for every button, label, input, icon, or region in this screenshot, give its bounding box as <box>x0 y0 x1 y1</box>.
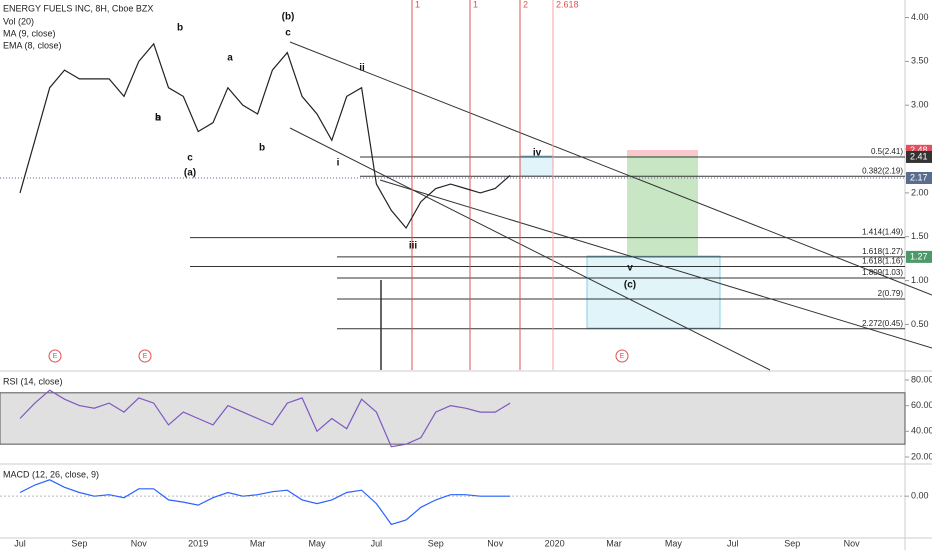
y-tick-label: 0.50 <box>911 319 929 329</box>
trend-line <box>379 179 932 349</box>
y-tick-label: 80.00 <box>911 374 932 384</box>
y-tick-label: 60.00 <box>911 400 932 410</box>
y-tick-label: 1.50 <box>911 231 929 241</box>
wave-label: (b) <box>282 12 295 23</box>
price-tag <box>906 150 932 163</box>
wave-label: i <box>337 158 340 169</box>
fib-label: 1.809(1.03) <box>862 268 903 277</box>
wave-label: b <box>177 23 183 34</box>
y-tick-label: 1.00 <box>911 275 929 285</box>
price-tag-label: 2.17 <box>910 172 928 182</box>
x-tick-label: May <box>665 538 683 548</box>
x-tick-label: Nov <box>131 538 148 548</box>
rsi-band <box>0 392 906 445</box>
price-tag <box>906 171 932 184</box>
wave-label: ii <box>359 63 365 74</box>
wave-label: iii <box>409 241 418 252</box>
event-marker <box>48 349 62 363</box>
x-tick-label: Nov <box>487 538 504 548</box>
time-line-label: 2 <box>523 0 528 9</box>
x-tick-label: Mar <box>250 538 266 548</box>
x-tick-label: 2020 <box>545 538 565 548</box>
fib-label: 1.618(1.16) <box>862 257 903 266</box>
indicator-label: Vol (20) <box>3 16 34 26</box>
event-marker <box>615 349 629 363</box>
event-label: E <box>143 353 148 360</box>
wave-label: (c) <box>624 280 636 291</box>
price-tag-label: 2.48 <box>910 145 928 155</box>
y-tick-label: 0.00 <box>911 491 929 501</box>
wave-label: (a) <box>184 168 196 179</box>
wave-label: b <box>155 113 161 124</box>
wave-label: a <box>227 53 233 64</box>
indicator-label: EMA (8, close) <box>3 40 62 50</box>
target-box <box>627 156 698 256</box>
series-line <box>19 42 511 230</box>
y-tick-label: 40.00 <box>911 426 932 436</box>
indicator-label: MACD (12, 26, close, 9) <box>3 469 99 479</box>
indicator-label: MA (9, close) <box>3 28 56 38</box>
x-tick-label: 2019 <box>188 538 208 548</box>
series-line <box>19 389 511 448</box>
wave-label: c <box>285 28 291 39</box>
y-tick-label: 4.00 <box>911 12 929 22</box>
y-tick-label: 2.00 <box>911 187 929 197</box>
wave-label: v <box>627 263 633 274</box>
trend-line <box>289 127 771 371</box>
x-tick-label: Sep <box>784 538 800 548</box>
stop-box <box>627 150 698 156</box>
wave-label: iv <box>533 148 542 159</box>
x-tick-label: Jul <box>14 538 26 548</box>
fib-label: 0.382(2.19) <box>862 166 903 175</box>
x-tick-label: Sep <box>428 538 444 548</box>
wave-label: a <box>155 113 161 124</box>
x-tick-label: Mar <box>606 538 622 548</box>
price-tag <box>906 250 932 263</box>
y-tick-label: 3.00 <box>911 100 929 110</box>
y-tick-label: 3.50 <box>911 56 929 66</box>
wave-label: b <box>259 143 265 154</box>
indicator-label: RSI (14, close) <box>3 376 63 386</box>
y-tick-label: 20.00 <box>911 451 932 461</box>
series-line <box>19 479 511 526</box>
price-tag-label: 1.27 <box>910 251 928 261</box>
x-tick-label: Jul <box>727 538 739 548</box>
projection-box <box>519 155 554 177</box>
event-label: E <box>620 353 625 360</box>
time-line-label: 1 <box>415 0 420 9</box>
time-line-label: 1 <box>473 0 478 9</box>
x-tick-label: May <box>308 538 326 548</box>
fib-label: 0.5(2.41) <box>871 147 903 156</box>
event-marker <box>138 349 152 363</box>
fib-label: 1.414(1.49) <box>862 228 903 237</box>
time-line-label: 2.618 <box>556 0 579 9</box>
x-tick-label: Sep <box>71 538 87 548</box>
event-label: E <box>53 353 58 360</box>
main-pane: ENERGY FUELS INC, 8H, Cboe BZX Vol (20) … <box>3 3 153 479</box>
price-tag-label: 2.41 <box>910 151 928 161</box>
projection-box <box>586 255 721 329</box>
x-tick-label: Nov <box>844 538 861 548</box>
trend-line <box>289 41 932 296</box>
fib-label: 2(0.79) <box>878 289 904 298</box>
fib-label: 2.272(0.45) <box>862 319 903 328</box>
chart-title: ENERGY FUELS INC, 8H, Cboe BZX <box>3 3 153 13</box>
fib-label: 1.618(1.27) <box>862 247 903 256</box>
wave-label: c <box>187 153 193 164</box>
x-tick-label: Jul <box>371 538 383 548</box>
